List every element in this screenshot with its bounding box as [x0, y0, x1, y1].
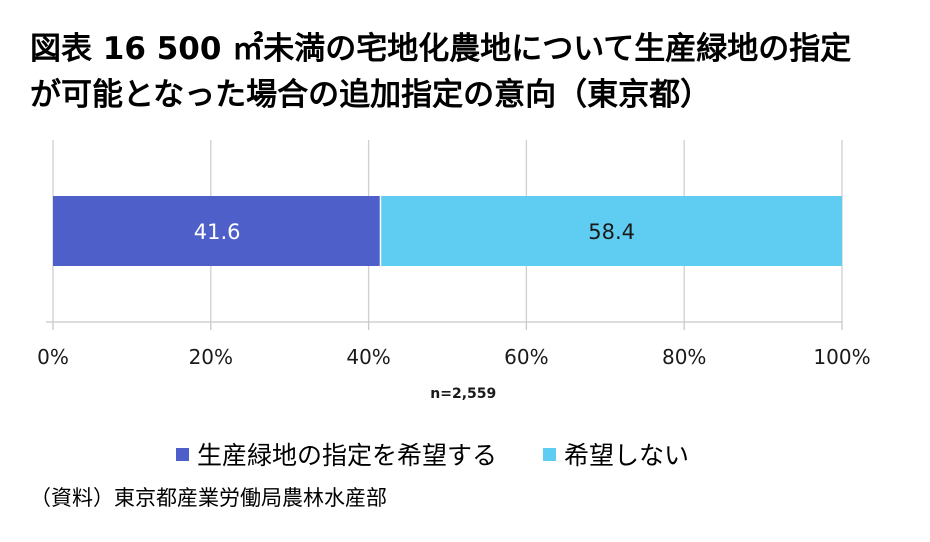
x-axis: 0% 20% 40% 60% 80% 100% n=2,559	[37, 321, 871, 402]
x-tick-label-1: 20%	[189, 345, 233, 369]
stacked-bar-chart: 0% 20% 40% 60% 80% 100% n=2,559 41.6 58.4	[37, 140, 871, 402]
sample-size-note: n=2,559	[430, 386, 496, 402]
bar-segment-series-1	[53, 196, 380, 266]
legend-swatch-series-2	[543, 447, 557, 461]
chart-title: 図表 16 500 ㎡未満の宅地化農地について生産緑地の指定 が可能となった場合…	[30, 26, 910, 118]
legend-item-series-1: 生産緑地の指定を希望する	[176, 436, 497, 472]
data-labels: 41.6 58.4	[194, 220, 635, 244]
legend-label-series-1: 生産緑地の指定を希望する	[197, 441, 498, 470]
legend: 生産緑地の指定を希望する 希望しない	[176, 436, 735, 472]
x-tick-label-3: 60%	[504, 345, 548, 369]
data-label-series-1: 41.6	[194, 220, 241, 244]
legend-swatch-series-1	[176, 447, 189, 461]
data-label-series-2: 58.4	[588, 220, 635, 244]
bar-series	[53, 196, 842, 266]
legend-label-series-2: 希望しない	[564, 441, 690, 470]
bar-segment-series-2	[381, 196, 842, 266]
chart-title-line-1: 図表 16 500 ㎡未満の宅地化農地について生産緑地の指定	[30, 31, 852, 67]
x-tick-label-0: 0%	[37, 345, 69, 369]
x-tick-label-5: 100%	[813, 345, 870, 369]
x-tick-label-2: 40%	[346, 345, 390, 369]
chart-title-line-2: が可能となった場合の追加指定の意向（東京都）	[30, 77, 712, 113]
source-note: （資料）東京都産業労働局農林水産部	[30, 486, 387, 510]
legend-item-series-2: 希望しない	[543, 436, 689, 472]
x-tick-label-4: 80%	[662, 345, 706, 369]
